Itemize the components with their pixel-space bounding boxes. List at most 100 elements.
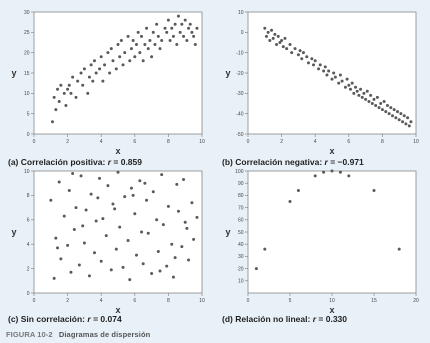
x-axis-label-a: x [115, 146, 120, 156]
data-point-d-5 [322, 170, 326, 174]
data-point-c-46 [161, 223, 165, 227]
x-axis-label-c: x [115, 305, 120, 315]
data-point-c-60 [56, 246, 60, 250]
data-point-a-76 [193, 43, 197, 47]
y-tick-label-d-5: 60 [238, 218, 244, 224]
caption-a-r-symbol: r [107, 157, 112, 167]
data-point-b-57 [375, 95, 379, 99]
data-point-b-32 [330, 77, 334, 81]
data-point-d-10 [397, 247, 401, 251]
data-point-b-31 [327, 69, 331, 73]
data-point-b-19 [300, 57, 304, 61]
x-tick-label-a-5: 10 [199, 139, 205, 145]
data-point-d-1 [263, 247, 267, 251]
y-tick-label-d-8: 90 [238, 181, 244, 187]
data-point-a-19 [89, 63, 93, 67]
data-point-b-3 [268, 38, 272, 42]
data-point-a-25 [101, 79, 105, 83]
caption-c-r-value: = 0.074 [93, 314, 122, 324]
data-point-b-14 [288, 43, 292, 47]
data-point-c-19 [98, 176, 102, 180]
data-point-c-25 [111, 202, 115, 206]
data-point-c-66 [131, 193, 135, 197]
data-point-c-21 [101, 217, 105, 221]
data-point-b-28 [322, 69, 326, 73]
data-point-b-1 [264, 34, 268, 38]
data-point-b-50 [364, 97, 368, 101]
data-point-b-55 [372, 97, 376, 101]
data-point-a-40 [131, 38, 135, 42]
caption-c: (c) Sin correlación: r = 0.074 [8, 314, 122, 324]
data-point-b-35 [337, 81, 341, 85]
data-point-a-1 [52, 95, 56, 99]
data-point-a-44 [138, 51, 142, 55]
data-point-c-13 [82, 241, 86, 245]
data-point-c-28 [118, 225, 122, 229]
x-axis-label-d: x [329, 305, 334, 315]
data-point-a-32 [116, 43, 120, 47]
y-tick-label-b-6: -50 [236, 132, 243, 138]
chart-panel-b: 0 2 4 6 8 10 10 0 -10 -20 -30 -40 -50 x y [222, 8, 422, 158]
data-point-b-18 [298, 49, 302, 53]
data-point-c-47 [165, 264, 169, 268]
data-point-b-52 [367, 99, 371, 103]
data-point-b-39 [345, 77, 349, 81]
data-point-b-0 [263, 26, 267, 30]
data-point-b-22 [306, 61, 310, 65]
data-point-b-24 [312, 63, 316, 67]
caption-d: (d) Relación no lineal: r = 0.330 [222, 314, 347, 324]
data-point-c-20 [99, 259, 103, 263]
data-point-b-16 [293, 47, 297, 51]
caption-c-letter: (c) [8, 314, 19, 324]
data-point-a-37 [126, 34, 130, 38]
data-point-b-47 [359, 87, 363, 91]
data-point-b-53 [369, 93, 373, 97]
data-point-a-28 [108, 71, 112, 75]
data-point-b-25 [313, 59, 317, 63]
data-point-a-34 [119, 38, 123, 42]
caption-c-r-symbol: r [87, 314, 91, 324]
chart-panel-c: 0 2 4 6 8 10 0 2 4 6 8 10 x y [8, 167, 208, 317]
data-point-a-64 [173, 22, 177, 26]
data-point-a-57 [160, 38, 164, 42]
x-tick-label-b-5: 10 [413, 139, 419, 145]
data-point-c-58 [192, 237, 196, 241]
caption-d-r-value: = 0.330 [318, 314, 348, 324]
data-point-c-15 [87, 274, 91, 278]
data-point-a-33 [118, 55, 122, 59]
data-point-c-12 [79, 174, 83, 178]
data-point-c-0 [49, 198, 53, 202]
data-point-c-11 [77, 263, 81, 267]
data-point-b-43 [352, 91, 356, 95]
data-point-a-42 [134, 43, 138, 47]
data-point-c-16 [89, 192, 93, 196]
data-point-a-22 [94, 71, 98, 75]
data-point-c-35 [134, 253, 138, 257]
caption-c-label: Sin correlación: [20, 314, 86, 324]
data-point-c-6 [66, 243, 70, 247]
data-point-b-46 [357, 93, 361, 97]
data-point-a-68 [180, 22, 184, 26]
data-point-a-17 [86, 91, 90, 95]
x-tick-label-a-0: 0 [33, 139, 36, 145]
data-point-c-64 [173, 256, 177, 260]
data-point-a-14 [79, 71, 83, 75]
y-tick-label-a-2: 10 [24, 91, 30, 97]
data-point-a-43 [136, 30, 140, 34]
data-point-b-48 [360, 95, 364, 99]
data-point-a-47 [143, 43, 147, 47]
data-point-c-26 [114, 247, 118, 251]
data-point-a-23 [98, 67, 102, 71]
data-point-c-67 [158, 269, 162, 273]
data-point-d-4 [313, 174, 317, 178]
y-tick-label-d-2: 30 [238, 254, 244, 260]
data-point-b-65 [389, 106, 393, 110]
data-point-c-56 [187, 258, 191, 262]
data-point-c-27 [116, 170, 120, 174]
data-point-b-4 [270, 28, 274, 32]
data-point-c-4 [59, 257, 63, 261]
plot-area-a [33, 11, 203, 135]
y-tick-label-c-4: 8 [27, 193, 30, 199]
data-point-b-56 [374, 104, 378, 108]
y-tick-label-d-6: 70 [238, 205, 244, 211]
